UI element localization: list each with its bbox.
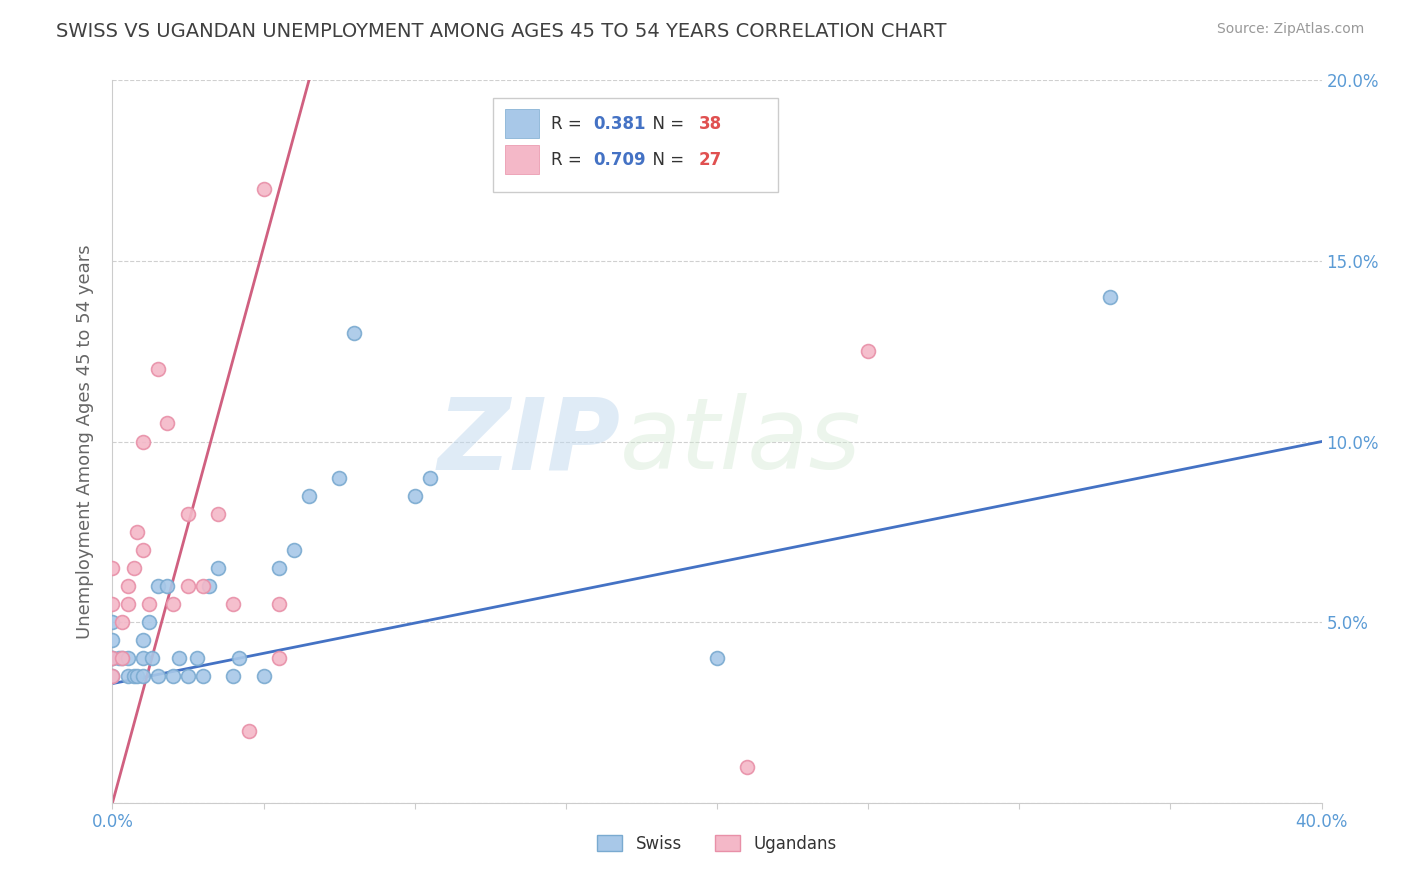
Text: 0.709: 0.709 bbox=[593, 151, 647, 169]
Point bbox=[207, 561, 229, 575]
Text: 0.381: 0.381 bbox=[593, 115, 647, 133]
Point bbox=[107, 651, 129, 665]
Point bbox=[132, 434, 155, 449]
Point bbox=[222, 669, 245, 683]
Point bbox=[146, 669, 169, 683]
Text: 27: 27 bbox=[699, 151, 723, 169]
Point bbox=[177, 507, 200, 521]
Point bbox=[132, 542, 155, 557]
Point bbox=[138, 615, 160, 630]
Point bbox=[110, 651, 132, 665]
Point bbox=[1098, 290, 1121, 304]
Point bbox=[856, 344, 880, 359]
Point bbox=[267, 651, 290, 665]
Bar bbox=[494, 98, 778, 193]
Text: SWISS VS UGANDAN UNEMPLOYMENT AMONG AGES 45 TO 54 YEARS CORRELATION CHART: SWISS VS UGANDAN UNEMPLOYMENT AMONG AGES… bbox=[56, 22, 946, 41]
Point bbox=[191, 579, 214, 593]
Point bbox=[253, 182, 276, 196]
Point bbox=[328, 471, 350, 485]
Point bbox=[101, 651, 124, 665]
Point bbox=[177, 669, 200, 683]
Point bbox=[222, 597, 245, 611]
Point bbox=[101, 669, 124, 683]
Point bbox=[101, 651, 124, 665]
Point bbox=[228, 651, 250, 665]
Point bbox=[343, 326, 366, 340]
Point bbox=[101, 561, 124, 575]
Point bbox=[198, 579, 221, 593]
Bar bbox=[506, 145, 540, 174]
Point bbox=[238, 723, 260, 738]
Point bbox=[267, 561, 290, 575]
Point bbox=[101, 597, 124, 611]
Point bbox=[132, 633, 155, 648]
Point bbox=[101, 651, 124, 665]
Point bbox=[177, 579, 200, 593]
Point bbox=[207, 507, 229, 521]
Point bbox=[125, 669, 148, 683]
Point bbox=[186, 651, 208, 665]
Point bbox=[101, 615, 124, 630]
Point bbox=[156, 417, 179, 431]
Point bbox=[404, 489, 426, 503]
Point bbox=[125, 524, 148, 539]
Point bbox=[162, 669, 184, 683]
Point bbox=[419, 471, 441, 485]
Point bbox=[117, 579, 139, 593]
Point bbox=[110, 615, 132, 630]
Point bbox=[706, 651, 728, 665]
Text: 38: 38 bbox=[699, 115, 723, 133]
Text: atlas: atlas bbox=[620, 393, 862, 490]
Point bbox=[146, 362, 169, 376]
Point bbox=[138, 597, 160, 611]
Text: N =: N = bbox=[643, 151, 689, 169]
Point bbox=[101, 669, 124, 683]
Legend: Swiss, Ugandans: Swiss, Ugandans bbox=[591, 828, 844, 860]
Point bbox=[101, 633, 124, 648]
Text: N =: N = bbox=[643, 115, 689, 133]
Point bbox=[267, 597, 290, 611]
Point bbox=[162, 597, 184, 611]
Text: R =: R = bbox=[551, 115, 588, 133]
Point bbox=[283, 542, 305, 557]
Point bbox=[117, 597, 139, 611]
Text: R =: R = bbox=[551, 151, 588, 169]
Point bbox=[156, 579, 179, 593]
Point bbox=[167, 651, 190, 665]
Y-axis label: Unemployment Among Ages 45 to 54 years: Unemployment Among Ages 45 to 54 years bbox=[76, 244, 94, 639]
Text: Source: ZipAtlas.com: Source: ZipAtlas.com bbox=[1216, 22, 1364, 37]
Point bbox=[253, 669, 276, 683]
Point bbox=[122, 561, 145, 575]
Point bbox=[146, 579, 169, 593]
Bar bbox=[506, 109, 540, 138]
Point bbox=[110, 651, 132, 665]
Text: ZIP: ZIP bbox=[437, 393, 620, 490]
Point bbox=[132, 651, 155, 665]
Point bbox=[117, 651, 139, 665]
Point bbox=[132, 669, 155, 683]
Point bbox=[737, 760, 759, 774]
Point bbox=[298, 489, 321, 503]
Point bbox=[141, 651, 163, 665]
Point bbox=[122, 669, 145, 683]
Point bbox=[117, 669, 139, 683]
Point bbox=[191, 669, 214, 683]
